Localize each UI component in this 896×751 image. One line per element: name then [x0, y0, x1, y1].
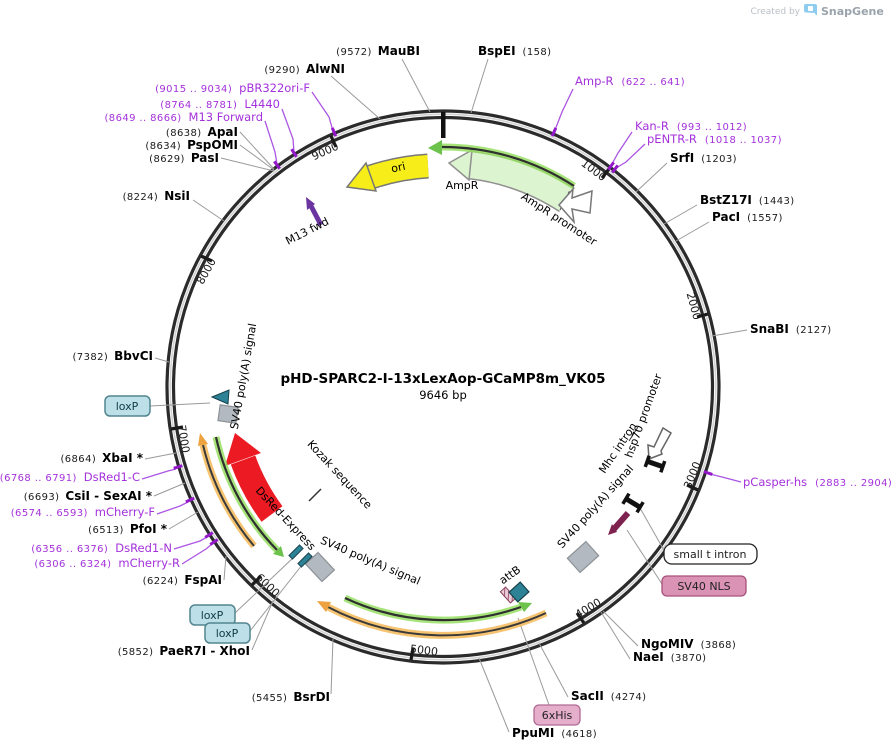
his6-box[interactable]: 6xHis: [533, 704, 581, 726]
site-bsrdi[interactable]: (5455) BsrDI: [252, 690, 330, 704]
loxp-box-bottom-2[interactable]: loxP: [204, 622, 251, 644]
bottom-orange-arc[interactable]: [317, 601, 548, 639]
left-green-cds-arc[interactable]: [212, 436, 284, 557]
kozak-label[interactable]: Kozak sequence: [305, 438, 375, 512]
site-ppumi[interactable]: PpuMI (4618): [512, 726, 597, 740]
plasmid-ring: 1000 2000 3000 4000 5000 6000 7000 8000 …: [165, 109, 721, 665]
site-fspai[interactable]: (6224) FspAI: [143, 573, 222, 587]
site-ngomiv[interactable]: NgoMIV (3868): [641, 637, 736, 651]
brand-block: Created by SnapGene: [750, 4, 884, 18]
ampr-promoter-arrow[interactable]: [558, 186, 593, 225]
origin-tick: [441, 112, 446, 138]
loxp-box-2-label: loxP: [216, 627, 239, 640]
site-apai[interactable]: (8638) ApaI: [166, 125, 238, 139]
primer-kan-r[interactable]: Kan-R (993 .. 1012): [635, 119, 747, 133]
m13-fwd-label[interactable]: M13 fwd: [283, 215, 330, 248]
ampr-cds-arrowhead: [428, 140, 442, 155]
ampr-label[interactable]: AmpR: [446, 179, 479, 192]
site-nsii[interactable]: (8224) NsiI: [123, 189, 190, 203]
dsred-express-arrow[interactable]: [225, 433, 283, 522]
primer-flags: [173, 127, 713, 546]
loxp-box-1-label: loxP: [201, 609, 224, 622]
site-bbvci[interactable]: (7382) BbvCI: [73, 349, 154, 363]
ring-outer-circle: [165, 109, 721, 665]
site-sacii[interactable]: SacII (4274): [571, 689, 646, 703]
left-sv40-polya-feature[interactable]: [210, 389, 239, 424]
sv40-polya-label-left[interactable]: SV40 poly(A) signal: [228, 322, 259, 430]
primer-labels: (9015 .. 9034) pBR322ori-F (8764 .. 8781)…: [0, 74, 892, 570]
created-by-text: Created by: [750, 7, 800, 17]
primer-amp-r[interactable]: Amp-R (622 .. 641): [575, 74, 685, 88]
leader-lines: [141, 58, 748, 733]
tick-label-7000: 7000: [175, 424, 192, 454]
plasmid-size: 9646 bp: [419, 388, 467, 402]
site-naei[interactable]: NaeI (3870): [633, 650, 706, 664]
site-csii-sexai[interactable]: (6693) CsiI - SexAI *: [24, 489, 153, 503]
left-orange-arc[interactable]: [198, 433, 257, 549]
small-t-intron-box[interactable]: small t intron: [663, 543, 758, 565]
plasmid-name: pHD-SPARC2-I-13xLexAop-GCaMP8m_VK05: [280, 371, 605, 387]
primer-l4440[interactable]: (8764 .. 8781) L4440: [160, 97, 280, 111]
site-bspei[interactable]: BspEI (158): [478, 44, 551, 58]
primer-pentr-r[interactable]: pENTR-R (1018 .. 1037): [647, 132, 782, 146]
small-t-intron-label: small t intron: [674, 548, 747, 561]
site-xbai[interactable]: (6864) XbaI *: [60, 451, 143, 465]
features-layer: [198, 140, 673, 639]
ring-inner-circle: [171, 115, 715, 659]
right-sv40-polya-feature[interactable]: [566, 540, 600, 574]
loxp-box-left[interactable]: loxP: [104, 395, 151, 417]
his6-label: 6xHis: [542, 709, 573, 722]
site-srfi[interactable]: SrfI (1203): [670, 151, 737, 165]
tick-label-5000: 5000: [409, 642, 438, 658]
tick-label-1000: 1000: [579, 157, 609, 184]
loxp-box-bottom-1[interactable]: loxP: [189, 604, 236, 626]
ring-ticks: [170, 135, 709, 661]
primer-m13-forward[interactable]: (8649 .. 8666) M13 Forward: [105, 110, 264, 124]
mhc-hsp70-divider: [628, 426, 639, 442]
loxp-box-left-label: loxP: [116, 400, 139, 413]
primer-mcherry-r[interactable]: (6306 .. 6324) mCherry-R: [34, 556, 180, 570]
small-t-intron-ibeam[interactable]: [621, 492, 645, 514]
primer-dsred1-c[interactable]: (6768 .. 6791) DsRed1-C: [0, 470, 140, 484]
site-bstz17i[interactable]: BstZ17I (1443): [700, 193, 795, 207]
primer-pbr322ori-f[interactable]: (9015 .. 9034) pBR322ori-F: [155, 81, 310, 95]
ori-label[interactable]: ori: [390, 160, 407, 176]
ampr-cds-arc[interactable]: [428, 140, 576, 189]
primer-dsred1-n[interactable]: (6356 .. 6376) DsRed1-N: [31, 541, 172, 555]
site-pasi[interactable]: (8629) PasI: [149, 151, 219, 165]
site-pfoi[interactable]: (6513) PfoI *: [88, 522, 168, 536]
site-alwni[interactable]: (9290) AlwNI: [264, 62, 345, 76]
bottom-sv40-polya-feature[interactable]: [288, 544, 336, 583]
boxed-labels: loxP loxP loxP small t intron SV40 NLS 6…: [104, 395, 758, 726]
primer-pcasper-hs[interactable]: pCasper-hs (2883 .. 2904): [743, 475, 892, 489]
ori-arrow[interactable]: [345, 153, 430, 192]
sv40-polya-label-bottom[interactable]: SV40 poly(A) signal: [318, 534, 422, 588]
sv40-nls-feature[interactable]: [608, 511, 631, 535]
snapgene-logo-icon: [804, 4, 817, 15]
loxp-bar-2[interactable]: [297, 552, 313, 568]
m13-fwd-arrow[interactable]: [306, 197, 324, 227]
loxp-arrow-left[interactable]: [210, 389, 230, 405]
bottom-green-cds-arc[interactable]: [343, 594, 532, 624]
site-paci[interactable]: PacI (1557): [712, 210, 783, 224]
snapgene-brand-text: SnapGene: [821, 5, 884, 18]
ampr-arrow[interactable]: [447, 148, 575, 213]
attb-feature[interactable]: [499, 581, 530, 604]
loxp-bar-1[interactable]: [288, 544, 304, 560]
mhc-intron-ibeam[interactable]: [643, 455, 667, 473]
sv40-nls-box[interactable]: SV40 NLS: [661, 575, 747, 597]
sv40-nls-label: SV40 NLS: [677, 580, 730, 593]
sv40-polya-label-right[interactable]: SV40 poly(A) signal: [555, 462, 637, 551]
site-paer7i-xhoi[interactable]: (5852) PaeR7I - XhoI: [118, 644, 250, 658]
site-pspomi[interactable]: (8634) PspOMI: [145, 138, 238, 152]
enzyme-labels: (9572) MauBI BspEI (158) (9290) AlwNI (8638…: [24, 44, 832, 740]
kozak-tick[interactable]: [308, 488, 322, 502]
site-snabi[interactable]: SnaBI (2127): [750, 322, 832, 336]
site-maubi[interactable]: (9572) MauBI: [336, 44, 420, 58]
hsp70-promoter-arrow[interactable]: [647, 426, 673, 461]
plasmid-title-block: pHD-SPARC2-I-13xLexAop-GCaMP8m_VK05 9646…: [280, 371, 605, 402]
primer-mcherry-f[interactable]: (6574 .. 6593) mCherry-F: [11, 505, 155, 519]
